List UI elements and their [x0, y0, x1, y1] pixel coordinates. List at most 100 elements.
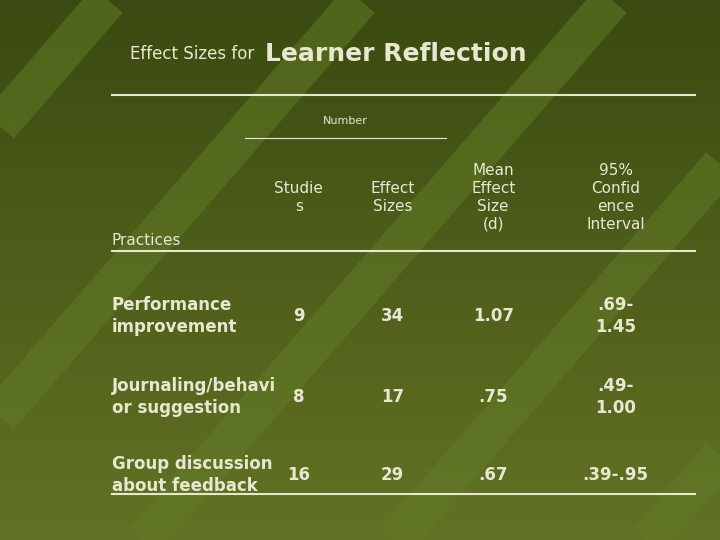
Bar: [0, 189, 720, 192]
Bar: [0, 0, 720, 3]
Bar: [0, 356, 720, 359]
Bar: [0, 30, 720, 32]
Bar: [0, 448, 720, 451]
Bar: [0, 308, 720, 310]
Bar: [0, 526, 720, 529]
Bar: [0, 289, 720, 292]
Bar: [0, 49, 720, 51]
Bar: [0, 186, 720, 189]
Bar: [0, 76, 720, 78]
Bar: [0, 89, 720, 92]
Bar: [0, 497, 720, 500]
Bar: [0, 192, 720, 194]
Bar: [0, 143, 720, 146]
Text: 34: 34: [381, 307, 404, 325]
Bar: [0, 176, 720, 178]
Bar: [0, 437, 720, 440]
Bar: [0, 46, 720, 49]
Text: Number: Number: [323, 117, 368, 126]
Bar: [0, 440, 720, 443]
Bar: [0, 138, 720, 140]
Bar: [0, 338, 720, 340]
Bar: [0, 327, 720, 329]
Bar: [0, 100, 720, 103]
Bar: [0, 435, 720, 437]
Bar: [0, 459, 720, 462]
Bar: [0, 389, 720, 392]
Bar: [0, 424, 720, 427]
Bar: [0, 332, 720, 335]
Bar: [0, 278, 720, 281]
Bar: [0, 22, 720, 24]
Bar: [0, 230, 720, 232]
Bar: [0, 124, 720, 127]
Bar: [0, 413, 720, 416]
Bar: [0, 537, 720, 540]
Bar: [0, 472, 720, 475]
Text: 17: 17: [381, 388, 404, 406]
Text: Mean
Effect
Size
(d): Mean Effect Size (d): [471, 163, 516, 232]
Bar: [0, 148, 720, 151]
Bar: [0, 205, 720, 208]
Text: Effect
Sizes: Effect Sizes: [370, 180, 415, 214]
Bar: [0, 51, 720, 54]
Bar: [0, 300, 720, 302]
Bar: [0, 221, 720, 224]
Bar: [0, 292, 720, 294]
Bar: [0, 246, 720, 248]
Bar: [0, 408, 720, 410]
Bar: [0, 381, 720, 383]
Bar: [0, 224, 720, 227]
Bar: [0, 181, 720, 184]
Bar: [0, 14, 720, 16]
Bar: [0, 284, 720, 286]
Bar: [0, 54, 720, 57]
Bar: [0, 367, 720, 370]
Bar: [0, 122, 720, 124]
Bar: [0, 86, 720, 89]
Bar: [0, 535, 720, 537]
Bar: [0, 154, 720, 157]
Bar: [0, 157, 720, 159]
Bar: [0, 11, 720, 14]
Bar: [0, 532, 720, 535]
Bar: [0, 421, 720, 424]
Bar: [0, 351, 720, 354]
Bar: [0, 151, 720, 154]
Bar: [0, 167, 720, 170]
Bar: [0, 3, 720, 5]
Bar: [0, 78, 720, 81]
Bar: [0, 521, 720, 524]
Bar: [0, 324, 720, 327]
Text: 16: 16: [287, 466, 310, 484]
Bar: [0, 184, 720, 186]
Bar: [0, 16, 720, 19]
Bar: [0, 202, 720, 205]
Bar: [0, 194, 720, 197]
Bar: [0, 383, 720, 386]
Bar: [0, 62, 720, 65]
Bar: [0, 259, 720, 262]
Bar: [0, 510, 720, 513]
Bar: [0, 432, 720, 435]
Bar: [0, 340, 720, 343]
Bar: [0, 227, 720, 229]
Bar: [0, 273, 720, 275]
Bar: [0, 386, 720, 389]
Bar: [0, 232, 720, 235]
Bar: [0, 170, 720, 173]
Bar: [0, 378, 720, 381]
Bar: [0, 173, 720, 176]
Bar: [0, 103, 720, 105]
Bar: [0, 211, 720, 213]
Bar: [0, 105, 720, 108]
Bar: [0, 500, 720, 502]
Bar: [0, 478, 720, 481]
Bar: [0, 281, 720, 284]
Text: Studie
s: Studie s: [274, 180, 323, 214]
Bar: [0, 116, 720, 119]
Text: Group discussion
about feedback: Group discussion about feedback: [112, 455, 272, 495]
Bar: [0, 454, 720, 456]
Text: Learner Reflection: Learner Reflection: [265, 42, 526, 66]
Text: .49-
1.00: .49- 1.00: [595, 377, 636, 417]
